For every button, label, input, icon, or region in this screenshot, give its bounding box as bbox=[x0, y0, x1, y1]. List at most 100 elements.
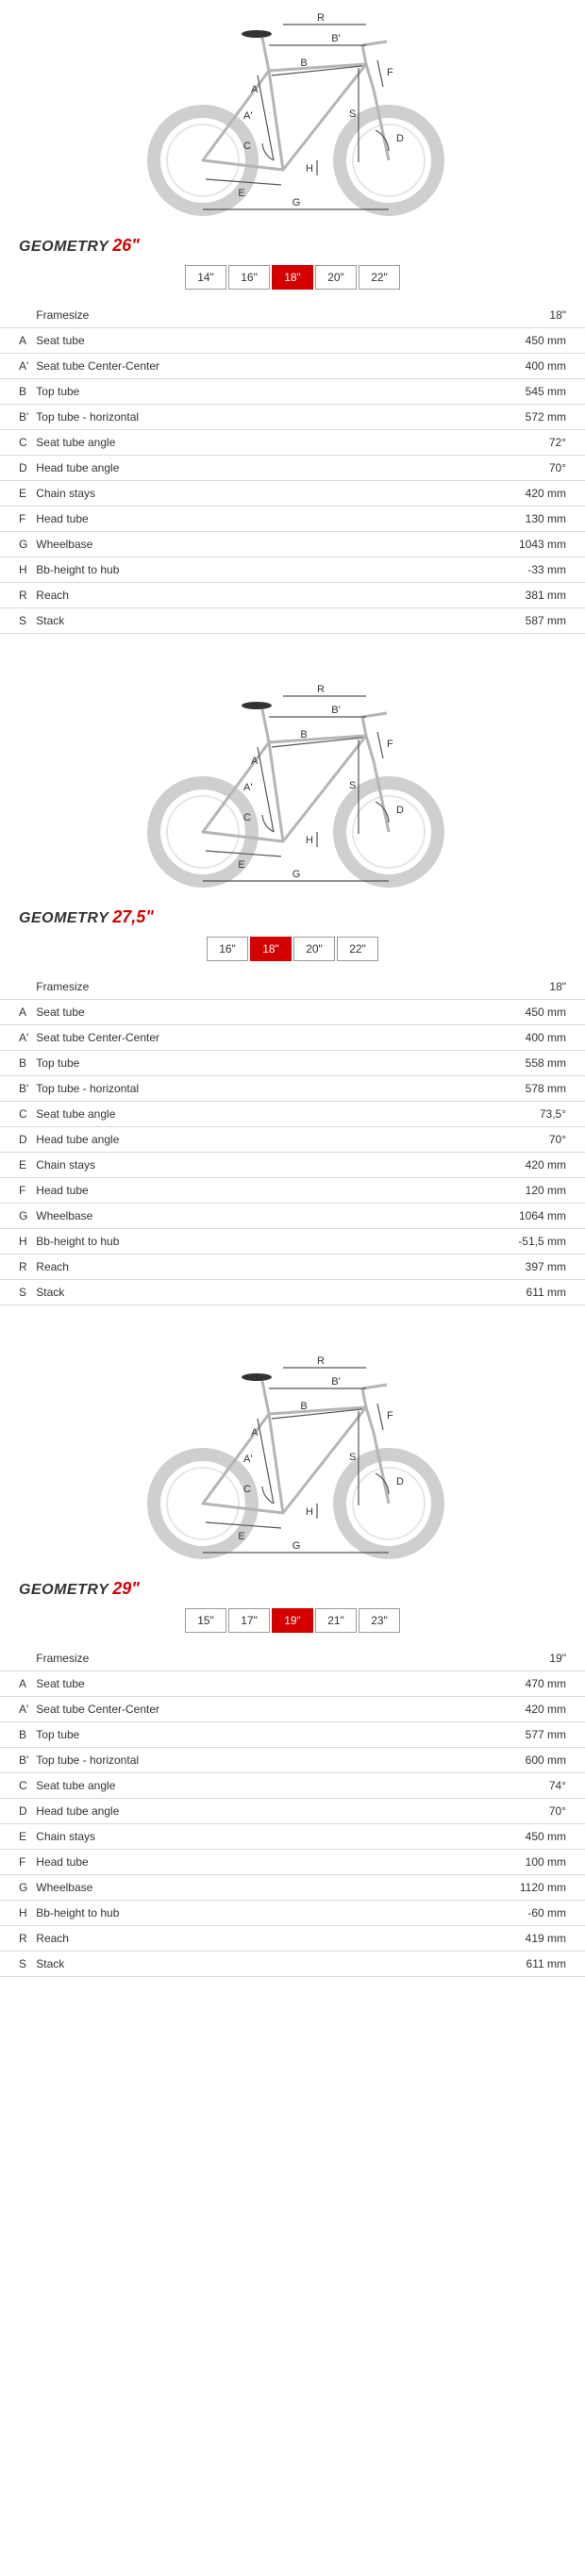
row-value: 74° bbox=[394, 1773, 585, 1799]
svg-text:E: E bbox=[238, 859, 244, 871]
header-key bbox=[0, 303, 32, 328]
row-label: Chain stays bbox=[32, 1153, 392, 1178]
svg-text:D: D bbox=[396, 805, 404, 816]
svg-text:A': A' bbox=[243, 1454, 252, 1465]
table-row: SStack611 mm bbox=[0, 1280, 585, 1305]
svg-text:A': A' bbox=[243, 110, 252, 122]
svg-text:C: C bbox=[243, 141, 251, 152]
svg-text:H: H bbox=[306, 835, 313, 846]
size-tab[interactable]: 23" bbox=[359, 1608, 400, 1633]
size-tab[interactable]: 16" bbox=[207, 937, 248, 961]
row-value: 73,5° bbox=[392, 1102, 585, 1127]
row-label: Seat tube Center-Center bbox=[32, 1025, 392, 1051]
row-key: S bbox=[0, 1280, 32, 1305]
svg-text:G: G bbox=[292, 197, 301, 208]
row-label: Seat tube angle bbox=[32, 430, 393, 456]
table-row: BTop tube545 mm bbox=[0, 379, 585, 405]
header-label: Framesize bbox=[32, 974, 392, 1000]
table-row: DHead tube angle70° bbox=[0, 456, 585, 481]
size-tab[interactable]: 18" bbox=[250, 937, 292, 961]
bike-geometry-diagram: R B' B A A' C E H G D F S bbox=[132, 1343, 453, 1560]
row-value: 1120 mm bbox=[394, 1875, 585, 1901]
row-key: F bbox=[0, 1178, 32, 1204]
row-value: 558 mm bbox=[392, 1051, 585, 1076]
size-tab[interactable]: 17" bbox=[228, 1608, 270, 1633]
spec-table: Framesize18"ASeat tube450 mmA'Seat tube … bbox=[0, 974, 585, 1305]
row-value: 130 mm bbox=[393, 507, 585, 532]
table-row: EChain stays420 mm bbox=[0, 481, 585, 507]
svg-text:R: R bbox=[317, 684, 325, 695]
size-tab[interactable]: 19" bbox=[272, 1608, 313, 1633]
row-key: A' bbox=[0, 1697, 32, 1722]
row-value: 70° bbox=[392, 1127, 585, 1153]
size-tab[interactable]: 15" bbox=[185, 1608, 226, 1633]
table-row: DHead tube angle70° bbox=[0, 1799, 585, 1824]
row-key: H bbox=[0, 1901, 32, 1926]
size-tab[interactable]: 16" bbox=[228, 265, 270, 290]
row-value: 577 mm bbox=[394, 1722, 585, 1748]
svg-text:F: F bbox=[387, 739, 393, 750]
size-tab[interactable]: 20" bbox=[315, 265, 357, 290]
svg-text:F: F bbox=[387, 1410, 393, 1421]
svg-text:D: D bbox=[396, 1476, 404, 1487]
row-key: D bbox=[0, 1799, 32, 1824]
table-row: FHead tube120 mm bbox=[0, 1178, 585, 1204]
row-value: 120 mm bbox=[392, 1178, 585, 1204]
table-row: A'Seat tube Center-Center420 mm bbox=[0, 1697, 585, 1722]
row-value: 450 mm bbox=[394, 1824, 585, 1850]
table-row: HBb-height to hub-60 mm bbox=[0, 1901, 585, 1926]
row-key: A' bbox=[0, 354, 32, 379]
table-row: ASeat tube470 mm bbox=[0, 1671, 585, 1697]
heading-size: 29" bbox=[112, 1579, 140, 1598]
size-tab[interactable]: 20" bbox=[293, 937, 335, 961]
svg-text:H: H bbox=[306, 163, 313, 175]
table-row: EChain stays420 mm bbox=[0, 1153, 585, 1178]
row-label: Wheelbase bbox=[32, 1204, 392, 1229]
heading-label: GEOMETRY bbox=[19, 1582, 109, 1598]
row-key: B' bbox=[0, 1076, 32, 1102]
row-value: 419 mm bbox=[394, 1926, 585, 1952]
table-row: FHead tube100 mm bbox=[0, 1850, 585, 1875]
svg-text:A': A' bbox=[243, 782, 252, 793]
row-value: 381 mm bbox=[393, 583, 585, 608]
row-label: Seat tube angle bbox=[32, 1773, 394, 1799]
svg-text:D: D bbox=[396, 133, 404, 144]
table-row: HBb-height to hub-33 mm bbox=[0, 557, 585, 583]
table-row: SStack587 mm bbox=[0, 608, 585, 634]
row-key: B bbox=[0, 1051, 32, 1076]
row-value: 572 mm bbox=[393, 405, 585, 430]
table-row: BTop tube577 mm bbox=[0, 1722, 585, 1748]
row-label: Top tube bbox=[32, 379, 393, 405]
row-key: G bbox=[0, 1875, 32, 1901]
row-value: 450 mm bbox=[393, 328, 585, 354]
row-value: 400 mm bbox=[392, 1025, 585, 1051]
size-tab[interactable]: 21" bbox=[315, 1608, 357, 1633]
row-value: 100 mm bbox=[394, 1850, 585, 1875]
size-tab[interactable]: 18" bbox=[272, 265, 313, 290]
row-value: 611 mm bbox=[394, 1952, 585, 1977]
table-row: RReach381 mm bbox=[0, 583, 585, 608]
row-value: 1043 mm bbox=[393, 532, 585, 557]
row-key: F bbox=[0, 507, 32, 532]
table-row: B'Top tube - horizontal600 mm bbox=[0, 1748, 585, 1773]
header-value: 18" bbox=[393, 303, 585, 328]
svg-text:H: H bbox=[306, 1506, 313, 1518]
table-row: EChain stays450 mm bbox=[0, 1824, 585, 1850]
row-label: Top tube bbox=[32, 1051, 392, 1076]
size-tab[interactable]: 22" bbox=[359, 265, 400, 290]
row-key: A bbox=[0, 328, 32, 354]
size-tab[interactable]: 14" bbox=[185, 265, 226, 290]
row-value: 397 mm bbox=[392, 1255, 585, 1280]
table-row: A'Seat tube Center-Center400 mm bbox=[0, 354, 585, 379]
row-label: Head tube bbox=[32, 1178, 392, 1204]
row-label: Reach bbox=[32, 583, 393, 608]
row-label: Seat tube bbox=[32, 328, 393, 354]
size-tab[interactable]: 22" bbox=[337, 937, 378, 961]
row-key: B' bbox=[0, 405, 32, 430]
row-key: S bbox=[0, 1952, 32, 1977]
row-value: 420 mm bbox=[392, 1153, 585, 1178]
row-key: C bbox=[0, 1773, 32, 1799]
table-header-row: Framesize19" bbox=[0, 1646, 585, 1671]
size-tabs: 15"17"19"21"23" bbox=[0, 1608, 585, 1633]
row-key: R bbox=[0, 1926, 32, 1952]
